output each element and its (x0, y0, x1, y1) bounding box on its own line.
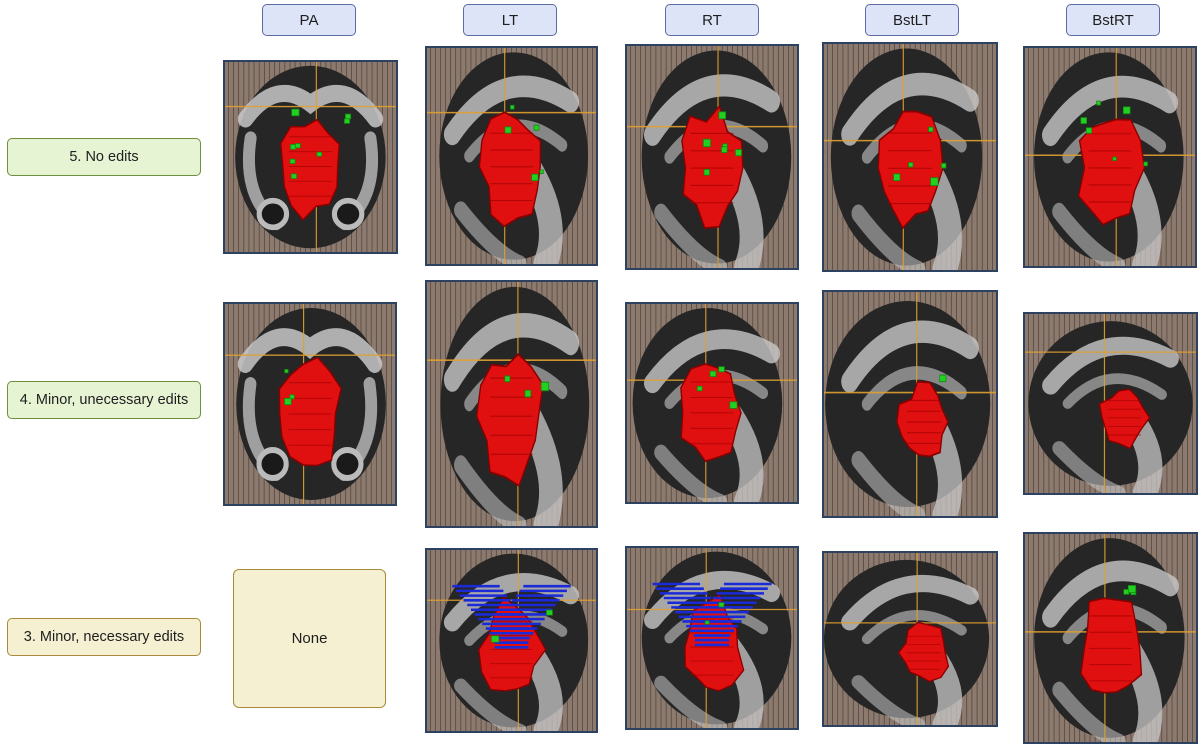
green-structure (893, 173, 901, 182)
red-structure (877, 110, 944, 230)
green-structure (939, 374, 947, 383)
green-structure (941, 162, 947, 169)
red-structure (1098, 388, 1151, 450)
green-structure (930, 177, 939, 186)
column-header-bstrt: BstRT (1066, 4, 1160, 36)
panel-r3-bstrt (1023, 532, 1198, 744)
red-structure (681, 104, 744, 229)
green-structure (510, 104, 515, 110)
green-structure (504, 375, 511, 383)
panel-r4-bstlt (822, 290, 998, 518)
green-structure (703, 169, 710, 176)
panel-r3-rt (625, 546, 799, 730)
red-structure (475, 353, 544, 487)
green-structure (546, 609, 553, 616)
green-structure (290, 173, 297, 179)
green-structure (1143, 161, 1148, 167)
column-header-lt: LT (463, 4, 557, 36)
panel-r5-pa (223, 60, 398, 254)
row-label-no-edits: 5. No edits (7, 138, 201, 176)
green-structure (491, 635, 500, 643)
red-structure (1080, 597, 1143, 694)
green-structure (524, 389, 532, 398)
panel-r4-rt (625, 302, 799, 504)
green-structure (1080, 117, 1088, 124)
green-structure (344, 118, 350, 124)
row-label-minor-necessary-edits: 3. Minor, necessary edits (7, 618, 201, 656)
green-structure (290, 144, 297, 150)
green-structure (1112, 156, 1117, 161)
green-structure (284, 397, 292, 406)
column-header-bstlt: BstLT (865, 4, 959, 36)
green-structure (504, 126, 512, 134)
green-structure (704, 620, 710, 625)
green-structure (696, 385, 703, 392)
green-structure (718, 366, 725, 373)
row-label-minor-unnecessary-edits: 4. Minor, unecessary edits (7, 381, 201, 419)
green-structure (735, 149, 742, 157)
column-header-pa: PA (262, 4, 356, 36)
green-structure (1127, 585, 1137, 594)
green-structure (289, 394, 295, 400)
green-structure (908, 162, 914, 168)
green-structure (1123, 589, 1130, 595)
green-structure (295, 143, 301, 149)
none-cell: None (233, 569, 386, 708)
green-structure (345, 113, 352, 120)
panel-r4-pa (223, 302, 397, 506)
red-structure (478, 111, 542, 228)
blue-structure (652, 582, 772, 647)
green-structure (928, 126, 934, 133)
green-structure (539, 169, 544, 174)
panel-r5-bstrt (1023, 46, 1197, 268)
red-structure (278, 356, 342, 467)
green-structure (540, 381, 549, 392)
green-structure (291, 108, 300, 117)
green-structure (709, 370, 717, 377)
green-structure (718, 602, 725, 608)
green-structure (718, 111, 726, 120)
green-structure (533, 124, 540, 131)
panel-r5-lt (425, 46, 598, 266)
green-structure (1122, 106, 1131, 115)
panel-r4-lt (425, 280, 598, 528)
green-structure (721, 146, 728, 154)
green-structure (729, 401, 738, 409)
column-header-rt: RT (665, 4, 759, 36)
green-structure (1096, 100, 1101, 106)
red-structure (897, 621, 950, 683)
green-structure (316, 151, 322, 157)
panel-r5-rt (625, 44, 799, 270)
green-structure (284, 369, 289, 374)
green-structure (703, 138, 711, 148)
green-structure (289, 158, 296, 164)
panel-r3-bstlt (822, 551, 998, 727)
panel-r5-bstlt (822, 42, 998, 272)
panel-r3-lt (425, 548, 598, 733)
green-structure (1085, 127, 1093, 134)
red-structure (1077, 118, 1146, 226)
blue-structure (452, 584, 571, 649)
panel-r4-bstrt (1023, 312, 1198, 495)
green-structure (531, 173, 539, 182)
